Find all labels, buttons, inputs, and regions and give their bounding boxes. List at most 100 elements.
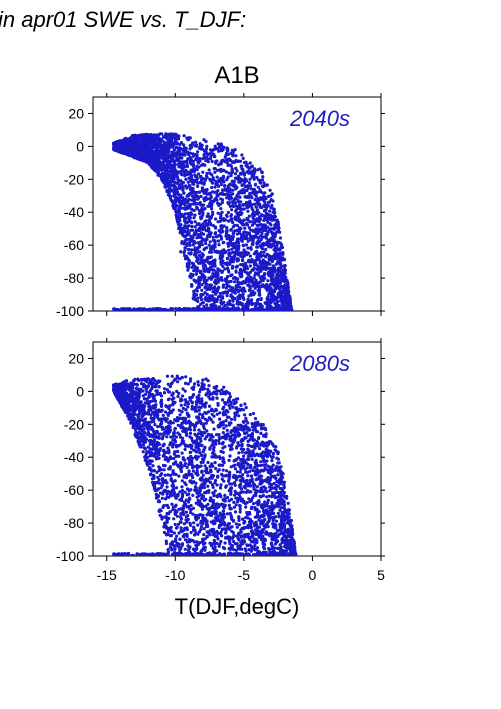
scatter-point <box>224 234 228 238</box>
scatter-point <box>176 222 180 226</box>
scatter-point <box>137 144 141 148</box>
scatter-point <box>287 300 291 304</box>
scatter-point <box>269 230 273 234</box>
scatter-point <box>139 133 143 137</box>
scatter-point <box>183 202 187 206</box>
scatter-point <box>168 187 172 191</box>
scatter-point <box>248 166 252 170</box>
scatter-point <box>194 230 198 234</box>
scatter-point <box>274 254 278 258</box>
scatter-point <box>205 292 209 296</box>
scatter-point <box>225 291 230 295</box>
scatter-point <box>217 305 222 309</box>
scatter-point <box>246 184 250 188</box>
scatter-point <box>208 260 212 264</box>
scatter-point <box>222 224 226 228</box>
scatter-point <box>239 172 243 176</box>
scatter-point <box>248 220 252 224</box>
scatter-point <box>232 306 236 310</box>
scatter-point <box>182 143 186 147</box>
scatter-point <box>231 303 235 307</box>
scatter-point <box>172 159 176 164</box>
scatter-point <box>253 202 257 206</box>
scatter-point <box>203 263 207 267</box>
scatter-point <box>185 256 189 260</box>
scatter-point <box>219 308 223 311</box>
scatter-point <box>263 276 267 280</box>
scatter-point <box>181 226 185 230</box>
scatter-point <box>240 164 244 168</box>
scatter-point <box>216 249 220 254</box>
scatter-point <box>238 195 242 199</box>
scatter-point <box>188 204 192 208</box>
scatter-point <box>217 145 221 149</box>
scatter-point <box>213 155 217 159</box>
scatter-point <box>169 194 173 198</box>
scatter-point <box>188 243 192 247</box>
scatter-point <box>116 149 120 153</box>
scatter-point <box>256 240 260 244</box>
scatter-point <box>283 268 287 272</box>
scatter-point <box>207 227 211 231</box>
scatter-point <box>259 265 263 270</box>
scatter-point <box>177 153 181 157</box>
scatter-point <box>195 269 199 273</box>
scatter-point <box>149 161 153 165</box>
scatter-point <box>182 251 186 255</box>
scatter-point <box>241 168 245 172</box>
scatter-point <box>215 299 219 304</box>
scatter-point <box>224 277 228 281</box>
scatter-point <box>198 250 202 254</box>
scatter-point <box>213 232 218 236</box>
scatter-point <box>242 297 246 301</box>
scatter-point <box>219 276 224 280</box>
scatter-point <box>172 183 176 187</box>
scatter-point <box>261 244 265 248</box>
scatter-point <box>161 175 166 180</box>
scatter-point <box>179 214 184 219</box>
scatter-point <box>165 188 169 193</box>
scatter-point <box>219 169 223 173</box>
scatter-point <box>205 303 209 307</box>
scatter-point <box>227 201 231 205</box>
scatter-point <box>191 152 195 156</box>
scatter-point <box>233 223 237 227</box>
scatter-point <box>242 218 246 222</box>
scatter-point <box>121 308 125 311</box>
scatter-point <box>192 253 196 257</box>
scatter-point <box>233 229 237 233</box>
scatter-point <box>266 204 270 208</box>
scatter-point <box>191 182 195 186</box>
scatter-point <box>269 245 273 249</box>
scatter-point <box>254 271 258 275</box>
scatter-point <box>263 223 267 227</box>
scatter-point <box>172 200 176 205</box>
scatter-point <box>244 302 248 306</box>
scatter-point <box>234 209 238 213</box>
scatter-point <box>261 184 265 188</box>
scatter-point <box>243 195 247 199</box>
scatter-point <box>185 185 189 189</box>
scatter-point <box>187 259 191 263</box>
scatter-point <box>202 138 206 142</box>
scatter-point <box>260 284 264 288</box>
scatter-point <box>200 147 204 151</box>
scatter-point <box>202 267 206 271</box>
scatter-point <box>250 191 254 195</box>
scatter-point <box>263 214 267 218</box>
scatter-point <box>237 309 241 311</box>
scatter-point <box>220 270 224 274</box>
scatter-point <box>244 307 248 311</box>
scatter-point <box>269 300 273 304</box>
scatter-point <box>267 256 271 260</box>
scatter-point <box>190 248 194 252</box>
scatter-point <box>196 299 200 303</box>
scatter-point <box>165 308 169 311</box>
scatter-point <box>233 176 237 180</box>
scatter-point <box>218 291 222 296</box>
scatter-point <box>253 170 257 174</box>
scatter-point <box>237 203 241 207</box>
scatter-point <box>286 282 290 287</box>
scatter-point <box>174 213 178 217</box>
scatter-point <box>135 309 139 311</box>
